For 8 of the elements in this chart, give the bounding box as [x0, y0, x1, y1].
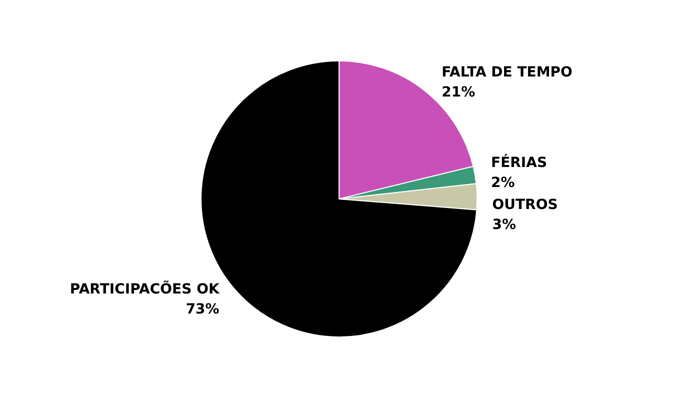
slice-label: FALTA DE TEMPO	[442, 64, 573, 81]
data-label: 2%	[491, 175, 515, 192]
data-label: 73%	[186, 301, 220, 318]
data-label: 3%	[492, 217, 516, 234]
slice-label: OUTROS	[492, 197, 558, 214]
data-label: 21%	[442, 84, 476, 101]
slice-label: PARTICIPACÕES OK	[70, 280, 220, 298]
slice-label: FÉRIAS	[491, 154, 548, 172]
